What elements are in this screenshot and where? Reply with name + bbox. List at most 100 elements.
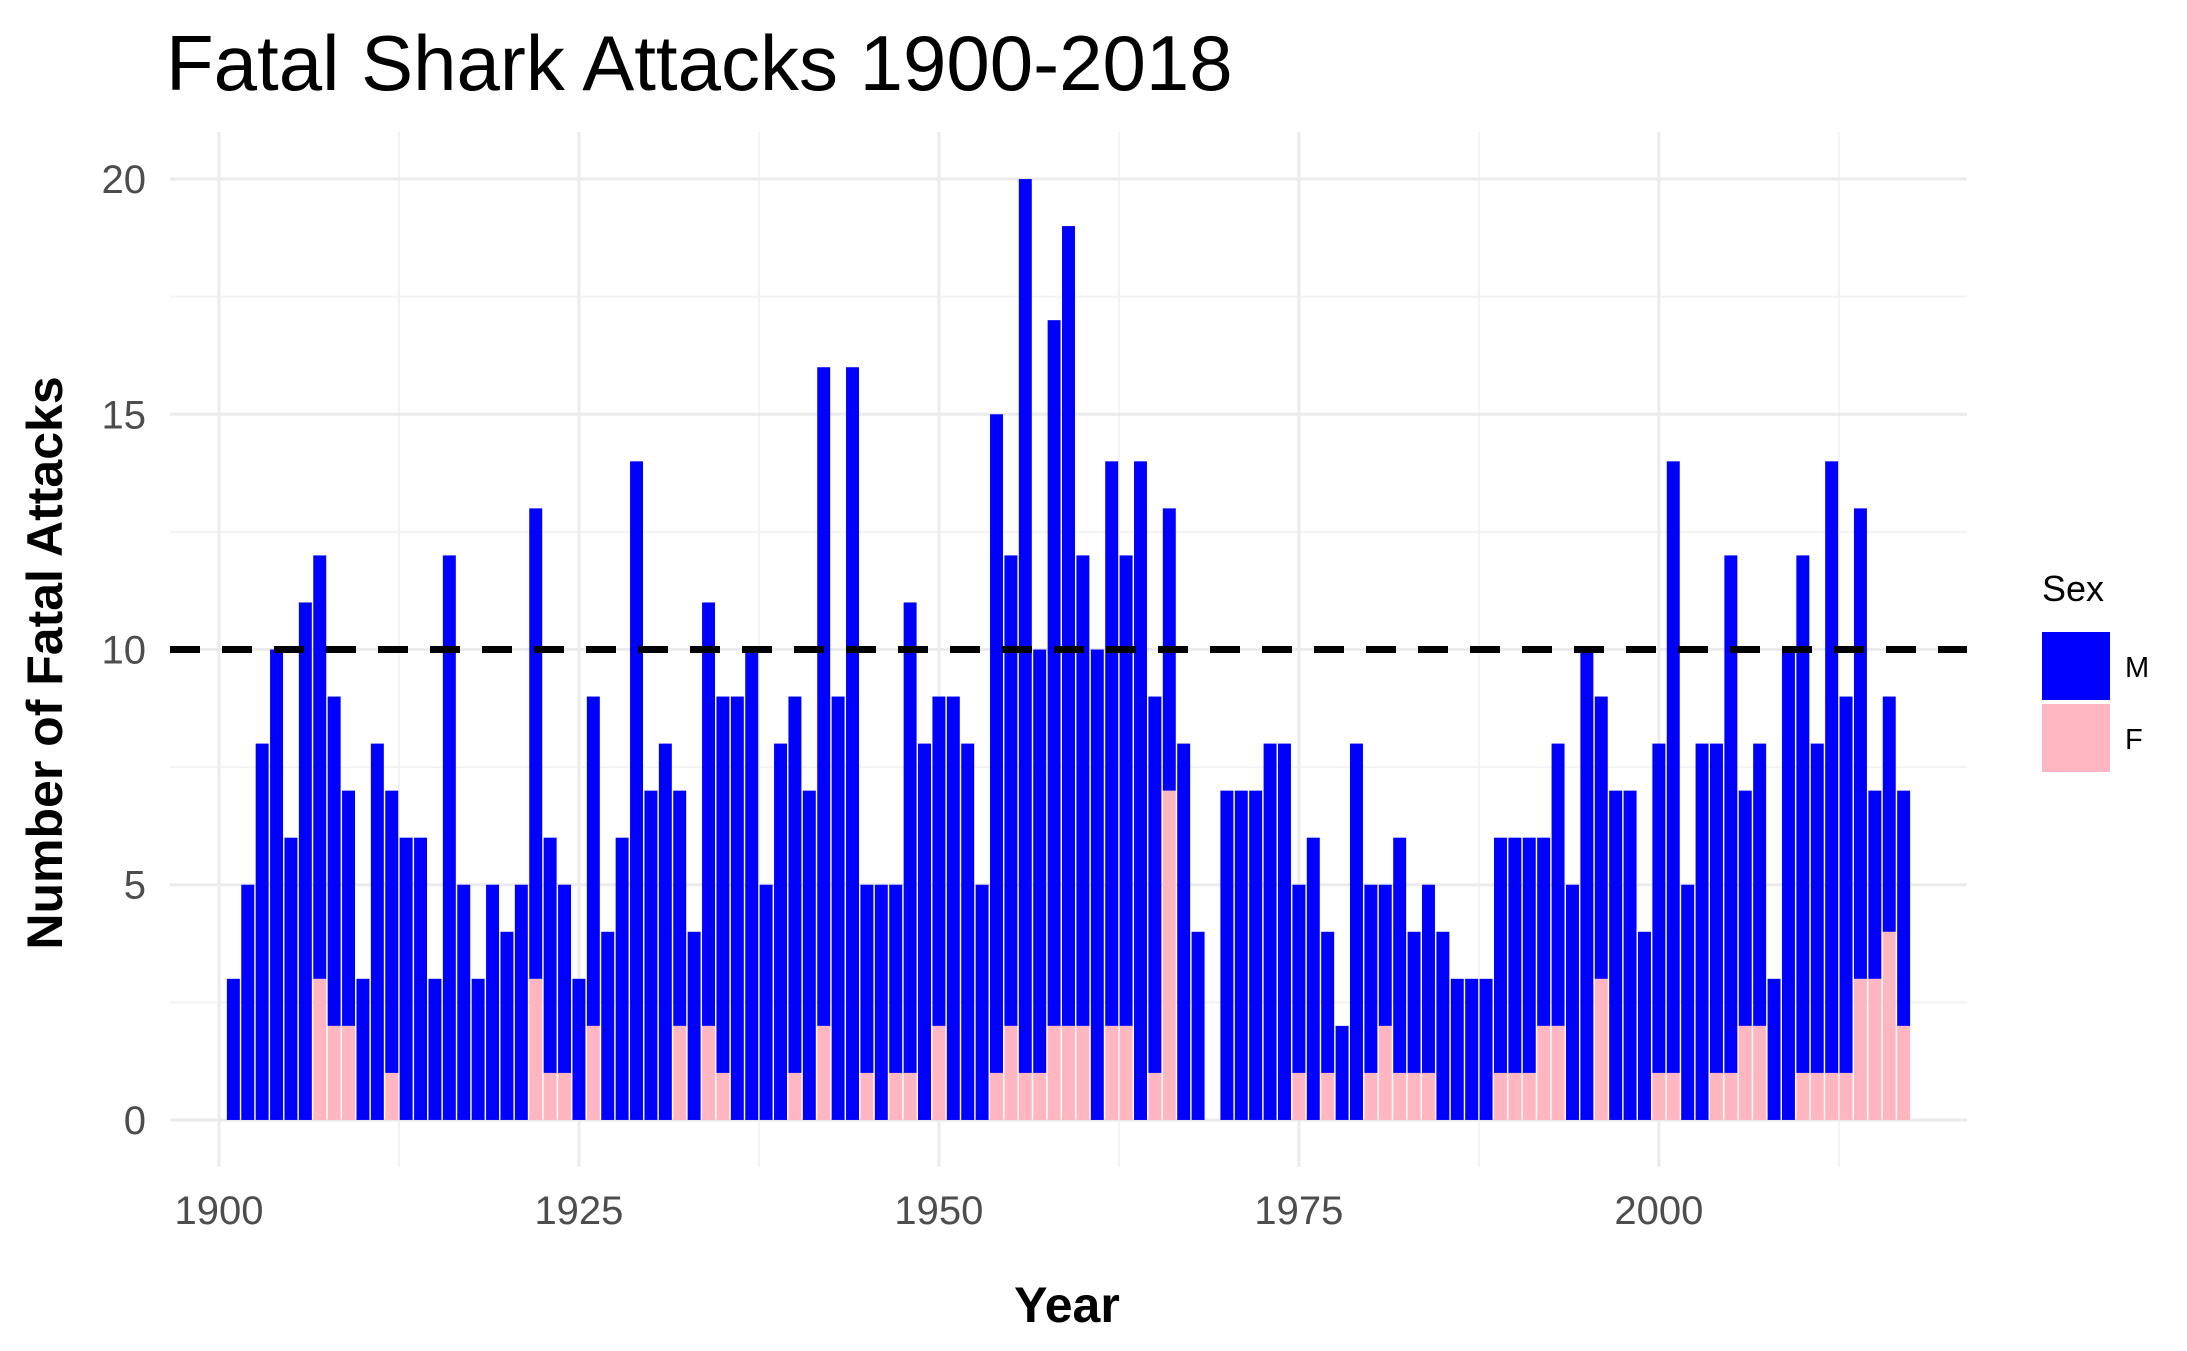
bar-m-1929	[630, 461, 644, 1120]
bar-f-1955	[1004, 1025, 1018, 1120]
y-tick-label: 20	[102, 158, 147, 202]
bar-m-2002	[1681, 884, 1695, 1120]
bar-m-1991	[1522, 837, 1536, 1073]
y-axis-tick-labels: 0 5 10 15 20	[102, 158, 147, 1143]
bar-m-1912	[385, 790, 399, 1073]
bar-m-1947	[889, 884, 903, 1073]
x-tick-label: 1975	[1254, 1189, 1343, 1233]
y-tick-label: 10	[102, 629, 147, 673]
bar-m-1984	[1421, 884, 1435, 1073]
bar-m-1990	[1508, 837, 1522, 1073]
bar-f-1947	[889, 1072, 903, 1120]
bar-m-1948	[903, 602, 917, 1073]
bar-f-2000	[1652, 1072, 1666, 1120]
bar-m-1985	[1436, 931, 1450, 1120]
bar-f-1989	[1493, 1072, 1507, 1120]
bar-f-1990	[1508, 1072, 1522, 1120]
bar-f-1909	[342, 1025, 356, 1120]
bar-m-2012	[1825, 461, 1839, 1073]
bar-m-1998	[1623, 790, 1637, 1120]
bar-f-1907	[313, 978, 327, 1120]
bar-m-1973	[1263, 743, 1277, 1120]
bar-m-1927	[601, 931, 615, 1120]
bar-f-1962	[1105, 1025, 1119, 1120]
bar-m-1983	[1407, 931, 1421, 1073]
bar-f-2005	[1724, 1072, 1738, 1120]
bar-m-1975	[1292, 884, 1306, 1073]
bar-m-1958	[1047, 320, 1061, 1026]
bar-f-1942	[817, 1025, 831, 1120]
bar-f-1963	[1119, 1025, 1133, 1120]
bar-m-1908	[327, 696, 341, 1026]
bar-m-1960	[1076, 555, 1090, 1026]
bar-m-1936	[730, 696, 744, 1120]
bar-m-1917	[457, 884, 471, 1120]
bar-f-2004	[1709, 1072, 1723, 1120]
bar-f-1958	[1047, 1025, 1061, 1120]
bar-m-1930	[644, 790, 658, 1120]
bar-m-1939	[774, 743, 787, 1120]
bar-m-1942	[817, 367, 831, 1026]
bar-m-1986	[1450, 978, 1464, 1120]
bar-m-1981	[1378, 884, 1392, 1026]
bar-m-1961	[1090, 649, 1104, 1120]
bar-m-1970	[1220, 790, 1234, 1120]
bar-f-1908	[327, 1025, 341, 1120]
bar-m-1935	[716, 696, 730, 1073]
bar-f-1982	[1393, 1072, 1407, 1120]
bar-m-2014	[1853, 508, 1867, 979]
bar-m-1957	[1033, 649, 1047, 1073]
bar-m-1995	[1580, 649, 1594, 1120]
bar-m-1921	[514, 884, 528, 1120]
legend-title: Sex	[2042, 568, 2104, 609]
bar-m-1955	[1004, 555, 1018, 1026]
bar-f-1975	[1292, 1072, 1306, 1120]
bar-m-1916	[442, 555, 456, 1120]
bar-m-1943	[831, 696, 845, 1120]
bar-f-1948	[903, 1072, 917, 1120]
y-tick-label: 5	[124, 864, 146, 908]
bar-f-2015	[1868, 978, 1882, 1120]
bar-m-1956	[1018, 179, 1032, 1073]
x-axis-title: Year	[1014, 1277, 1120, 1333]
bar-m-2015	[1868, 790, 1882, 979]
bar-m-1906	[298, 602, 312, 1120]
bar-m-1999	[1637, 931, 1651, 1120]
x-tick-label: 1950	[894, 1189, 983, 1233]
bar-m-1901	[226, 978, 240, 1120]
bar-f-2011	[1810, 1072, 1824, 1120]
bar-f-1956	[1018, 1072, 1032, 1120]
bar-f-2006	[1738, 1025, 1752, 1120]
bar-m-1996	[1594, 696, 1608, 979]
chart-title: Fatal Shark Attacks 1900-2018	[166, 19, 1233, 107]
bar-f-2012	[1825, 1072, 1839, 1120]
bar-m-1950	[932, 696, 946, 1026]
bar-m-1919	[486, 884, 500, 1120]
bar-f-1934	[702, 1025, 716, 1120]
bar-m-1914	[414, 837, 428, 1120]
bar-m-1979	[1350, 743, 1363, 1120]
bar-f-1926	[586, 1025, 600, 1120]
bar-m-1940	[788, 696, 802, 1073]
bar-m-1965	[1148, 696, 1162, 1073]
bar-m-1987	[1465, 978, 1479, 1120]
bar-m-1963	[1119, 555, 1133, 1026]
bar-m-1976	[1306, 837, 1320, 1120]
bar-f-1960	[1076, 1025, 1090, 1120]
bar-m-1982	[1393, 837, 1407, 1073]
bar-f-1935	[716, 1072, 730, 1120]
bar-f-1965	[1148, 1072, 1162, 1120]
bar-m-2016	[1882, 696, 1896, 932]
bar-m-1902	[241, 884, 255, 1120]
bar-m-1923	[543, 837, 557, 1073]
bar-f-1923	[543, 1072, 557, 1120]
bar-m-2004	[1709, 743, 1723, 1073]
bar-m-1931	[658, 743, 672, 1120]
bar-m-2013	[1839, 696, 1853, 1073]
bar-f-1957	[1033, 1072, 1047, 1120]
bar-m-1903	[255, 743, 269, 1120]
legend-label-m: M	[2125, 652, 2149, 684]
y-tick-label: 0	[124, 1099, 146, 1143]
bar-m-1945	[860, 884, 874, 1073]
